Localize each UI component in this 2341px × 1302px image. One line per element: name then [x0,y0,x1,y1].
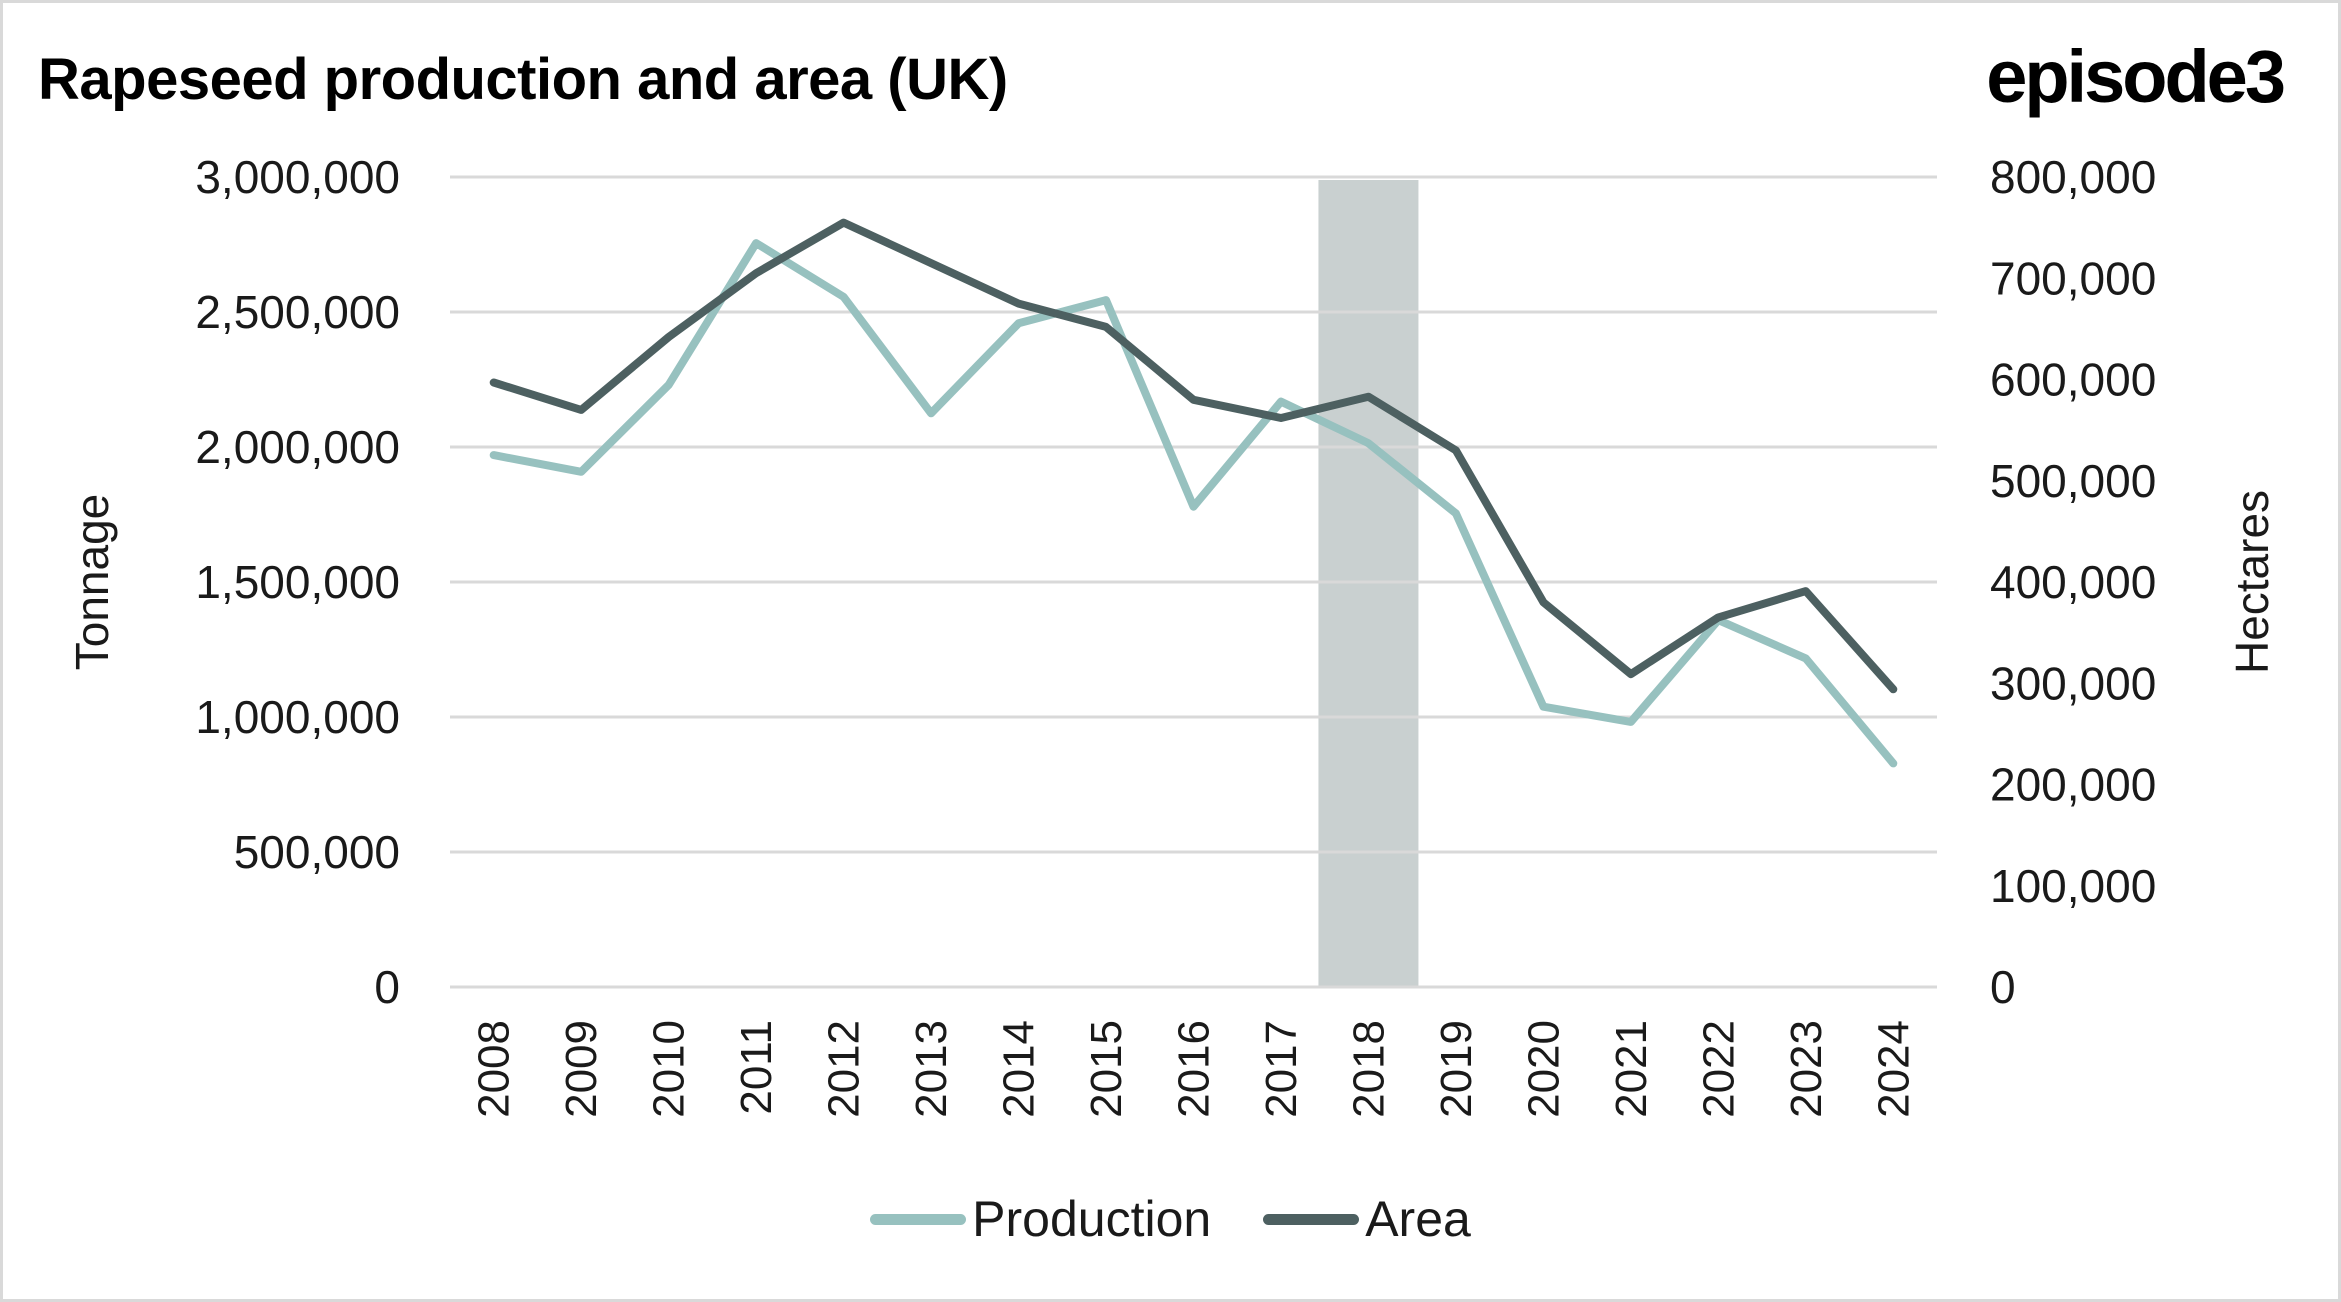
x-tick-label: 2014 [995,1020,1044,1118]
x-axis-ticks: 2008 2009 2010 2011 2012 2013 2014 2015 2016 2017… [470,1020,1919,1118]
x-tick-label: 2013 [907,1020,956,1118]
gridlines [450,175,1937,989]
y2-tick-label: 700,000 [1990,252,2156,304]
legend-swatch-production [870,1213,967,1225]
x-tick-label: 2008 [470,1020,519,1118]
y2-tick-label: 0 [1990,961,2016,1013]
x-tick-label: 2024 [1869,1020,1918,1118]
x-tick-label: 2019 [1432,1020,1481,1118]
y-tick-label: 1,500,000 [195,556,400,608]
x-tick-label: 2018 [1344,1020,1393,1118]
y-tick-label: 2,500,000 [195,286,400,338]
left-axis-ticks: 0 500,000 1,000,000 1,500,000 2,000,000 2,500… [195,151,400,1013]
x-tick-label: 2015 [1082,1020,1131,1118]
x-tick-label: 2016 [1170,1020,1219,1118]
x-tick-label: 2023 [1782,1020,1831,1118]
legend-label-production: Production [972,1191,1212,1247]
series-line-area [489,218,1898,694]
y2-tick-label: 200,000 [1990,759,2156,811]
y2-tick-label: 800,000 [1990,151,2156,203]
right-axis-ticks: 0 100,000 200,000 300,000 400,000 500,000 600,… [1990,151,2156,1013]
x-tick-label: 2012 [820,1020,869,1118]
y-tick-label: 500,000 [234,826,400,878]
legend-label-area: Area [1365,1191,1471,1247]
y2-tick-label: 500,000 [1990,455,2156,507]
y2-tick-label: 300,000 [1990,657,2156,709]
legend: Production Area [0,1190,2341,1248]
y-tick-label: 3,000,000 [195,151,400,203]
left-axis-title: Tonnage [66,494,118,671]
x-tick-label: 2010 [645,1020,694,1118]
brand-logo: episode3 [1986,35,2286,118]
chart-title: Rapeseed production and area (UK) [38,47,1008,112]
legend-swatch-area [1263,1213,1360,1225]
y2-tick-label: 600,000 [1990,354,2156,406]
y-tick-label: 1,000,000 [195,691,400,743]
y2-tick-label: 100,000 [1990,860,2156,912]
x-tick-label: 2022 [1694,1020,1743,1118]
series-line-production [489,239,1898,768]
y2-tick-label: 400,000 [1990,556,2156,608]
x-tick-label: 2009 [557,1020,606,1118]
x-tick-label: 2017 [1257,1020,1306,1118]
y-tick-label: 2,000,000 [195,421,400,473]
y-tick-label: 0 [374,961,400,1013]
legend-item-area[interactable]: Area [1263,1190,1471,1248]
right-axis-title: Hectares [2226,490,2278,674]
legend-item-production[interactable]: Production [870,1190,1211,1248]
series-lines [489,218,1898,768]
x-tick-label: 2020 [1519,1020,1568,1118]
x-tick-label: 2021 [1607,1020,1656,1118]
x-tick-label: 2011 [732,1020,781,1115]
